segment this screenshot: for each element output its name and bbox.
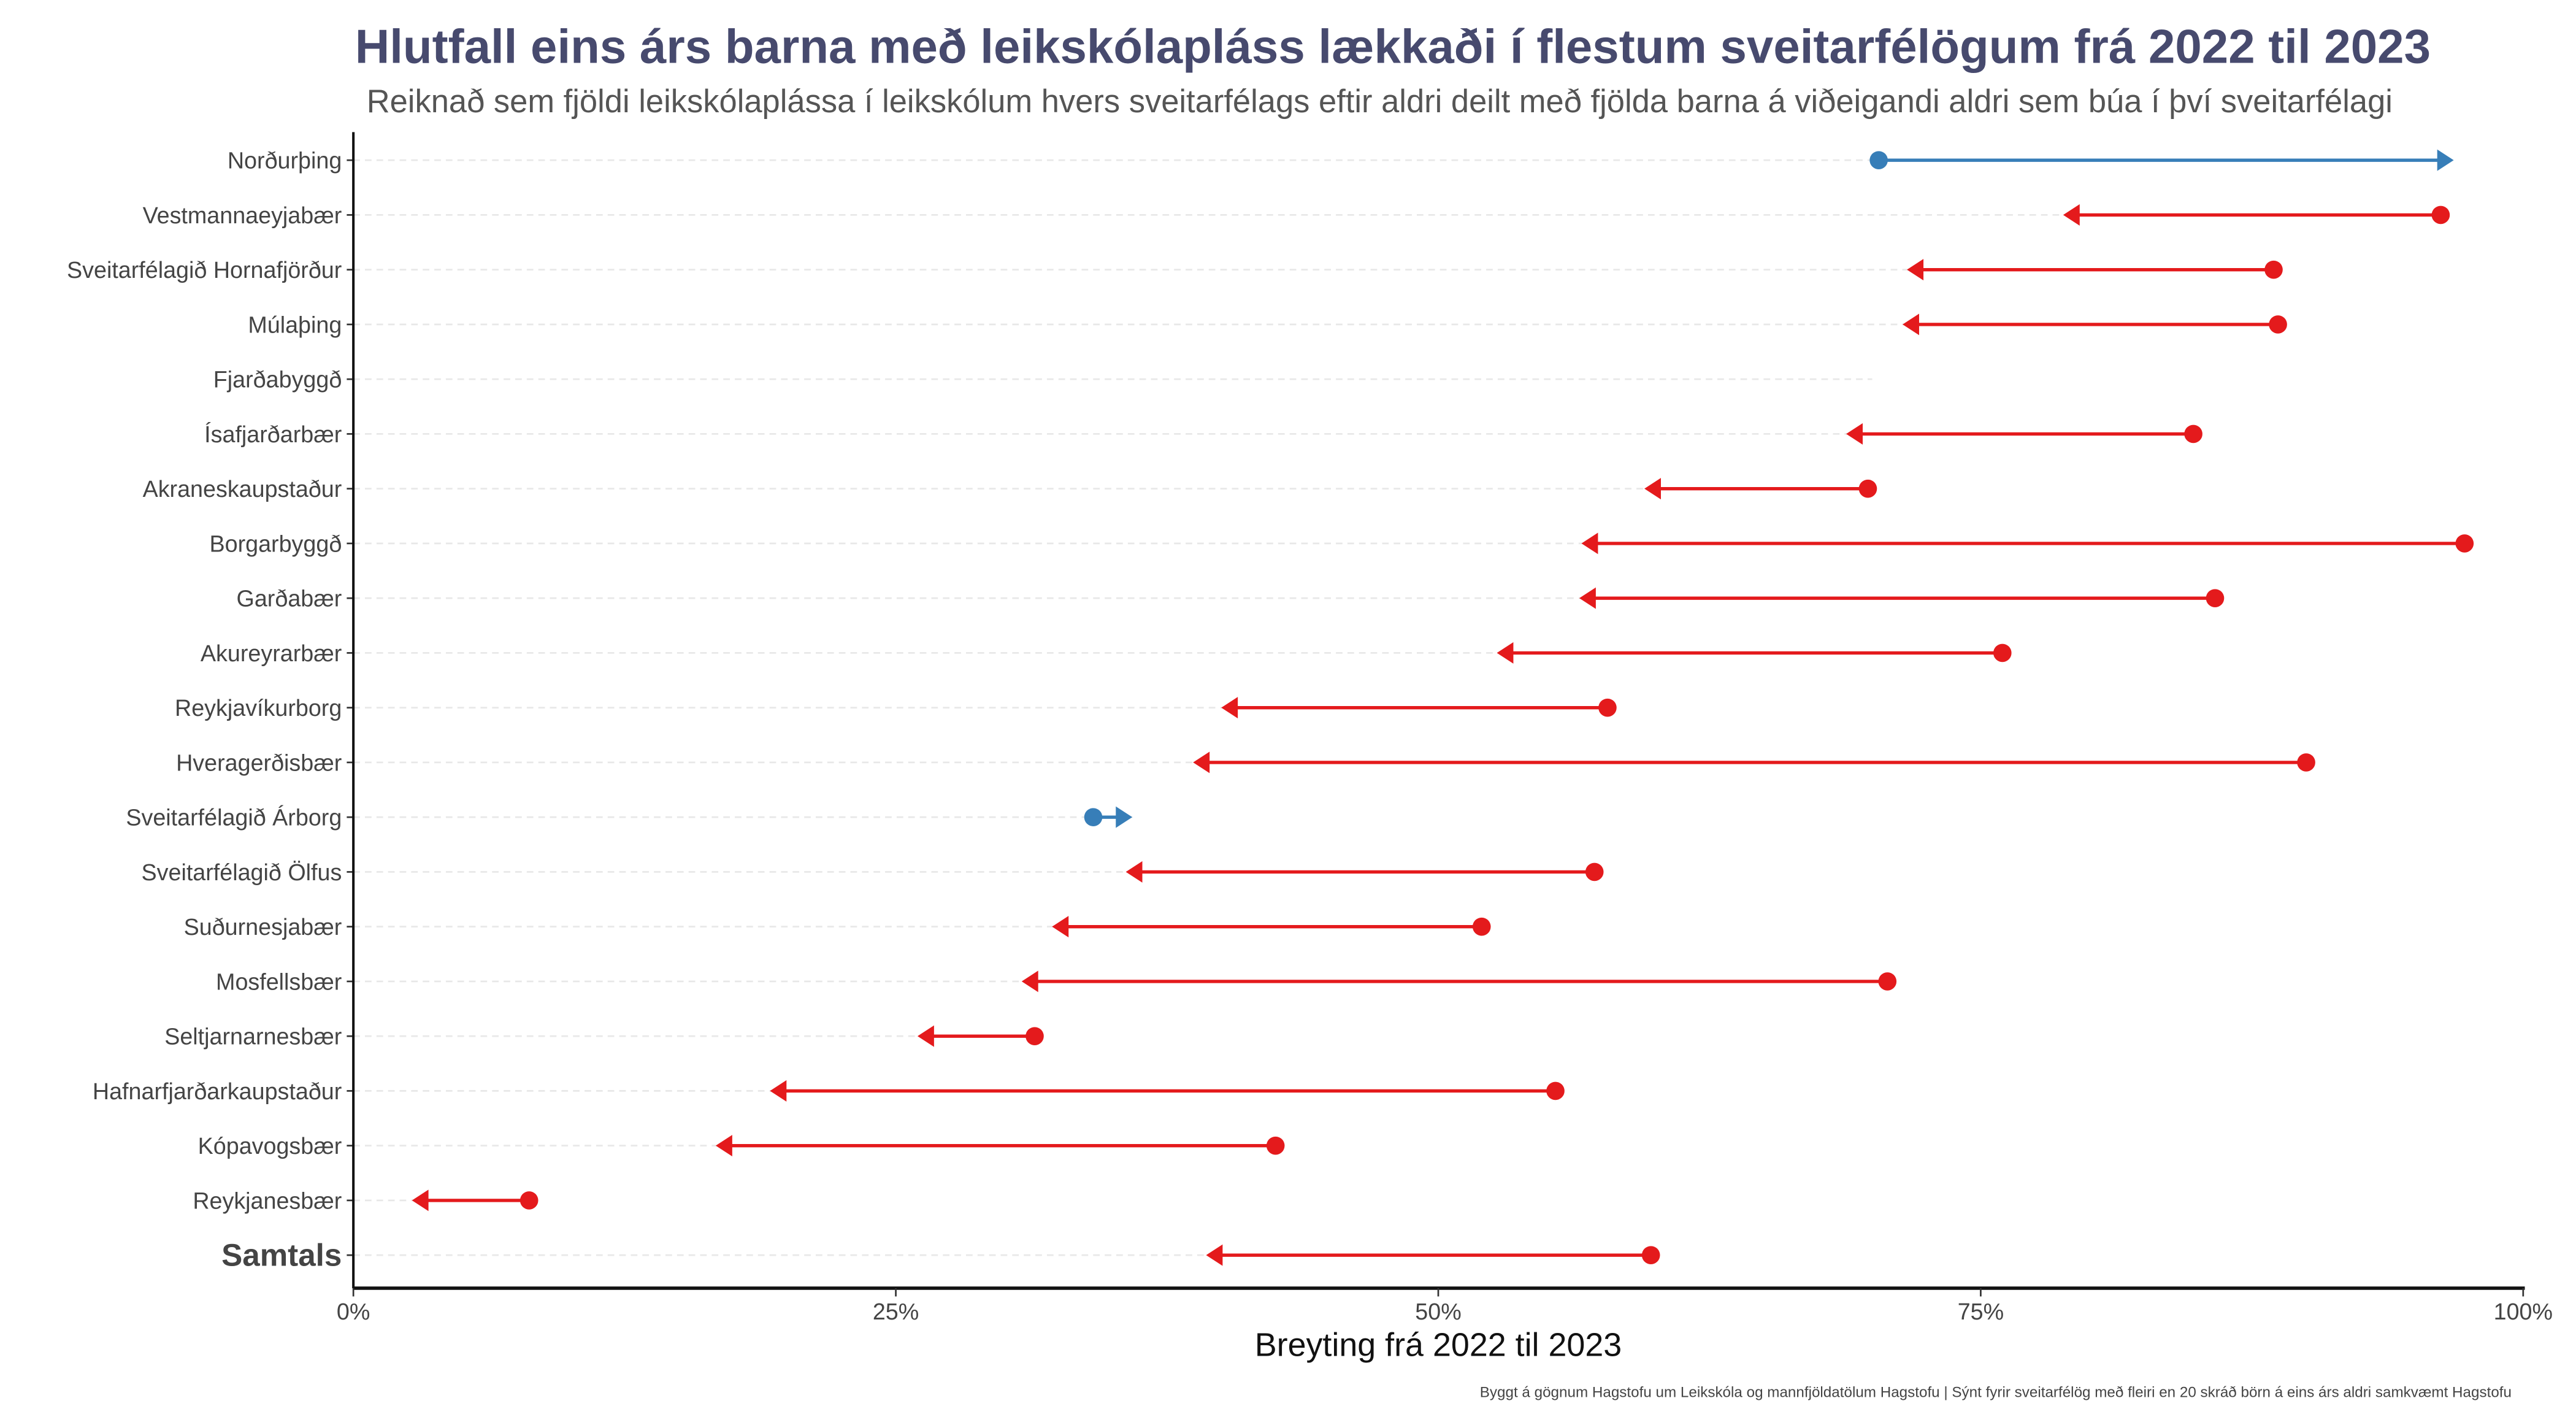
y-tick-label: Suðurnesjabær bbox=[184, 914, 342, 940]
point-2022 bbox=[1585, 862, 1604, 881]
chart-subtitle: Reiknað sem fjöldi leikskólaplássa í lei… bbox=[367, 83, 2393, 120]
y-tick-label: Fjarðabyggð bbox=[213, 367, 342, 393]
arrowhead-2023 bbox=[2437, 149, 2454, 171]
x-tick-label: 100% bbox=[2494, 1299, 2553, 1324]
caption: Byggt á gögnum Hagstofu um Leikskóla og … bbox=[1480, 1384, 2512, 1401]
point-2022 bbox=[2206, 589, 2225, 607]
y-tick-label: Kópavogsbær bbox=[198, 1133, 342, 1159]
y-tick-label: Vestmannaeyjabær bbox=[143, 202, 342, 228]
y-tick-label: Akraneskaupstaður bbox=[143, 476, 342, 502]
point-2022 bbox=[2184, 424, 2202, 444]
y-tick-label: Mosfellsbær bbox=[216, 969, 342, 994]
point-2022 bbox=[1472, 917, 1491, 936]
point-2022 bbox=[1878, 972, 1897, 991]
y-tick-label: Sveitarfélagið Árborg bbox=[126, 805, 342, 831]
x-tick-label: 0% bbox=[337, 1299, 370, 1324]
arrowhead-2023 bbox=[1846, 423, 1863, 445]
y-tick-label: Akureyrarbær bbox=[201, 640, 342, 666]
point-2022 bbox=[1641, 1246, 1660, 1264]
arrowhead-2023 bbox=[715, 1135, 732, 1157]
y-axis-labels: Norðurþing Vestmannaeyjabær Sveitarfélagið… bbox=[67, 148, 342, 1273]
y-tick-label: Garðabær bbox=[237, 586, 342, 612]
point-2022 bbox=[1993, 643, 2012, 662]
y-tick-label: Reykjanesbær bbox=[193, 1188, 342, 1213]
arrowhead-2023 bbox=[1907, 259, 1924, 281]
arrowhead-2023 bbox=[1644, 478, 1662, 500]
point-2022 bbox=[2455, 534, 2474, 553]
arrowhead-2023 bbox=[1903, 313, 1919, 336]
y-tick-label: Reykjavíkurborg bbox=[175, 695, 342, 721]
arrowhead-2023 bbox=[1579, 587, 1596, 609]
y-tick-label: Sveitarfélagið Ölfus bbox=[142, 859, 342, 885]
point-2022 bbox=[2264, 260, 2283, 279]
arrowhead-2023 bbox=[1221, 697, 1238, 719]
y-tick-label: Sveitarfélagið Hornafjörður bbox=[67, 257, 342, 283]
y-tick-label: Samtals bbox=[221, 1238, 342, 1273]
point-2022 bbox=[2297, 753, 2315, 772]
data-marks bbox=[412, 149, 2474, 1266]
arrowhead-2023 bbox=[1193, 751, 1210, 774]
y-tick-label: Borgarbyggð bbox=[209, 531, 342, 556]
arrowhead-2023 bbox=[1581, 532, 1598, 555]
y-tick-label: Hveragerðisbær bbox=[176, 750, 342, 775]
point-2022 bbox=[2431, 205, 2450, 225]
point-2022 bbox=[1084, 808, 1103, 826]
x-axis-ticks: 0% 25% 50% 75% 100% bbox=[337, 1288, 2553, 1324]
arrowhead-2023 bbox=[1125, 861, 1143, 883]
y-tick-label: Hafnarfjarðarkaupstaður bbox=[93, 1078, 342, 1104]
point-2022 bbox=[1858, 479, 1877, 498]
x-tick-label: 75% bbox=[1958, 1299, 2004, 1324]
arrowhead-2023 bbox=[2063, 204, 2080, 226]
y-tick-label: Seltjarnarnesbær bbox=[164, 1024, 342, 1050]
x-tick-label: 50% bbox=[1415, 1299, 1461, 1324]
point-2022 bbox=[1598, 698, 1617, 717]
arrowhead-2023 bbox=[1052, 916, 1069, 938]
point-2022 bbox=[2269, 315, 2287, 334]
x-axis-label: Breyting frá 2022 til 2023 bbox=[1255, 1326, 1622, 1363]
chart-title: Hlutfall eins árs barna með leikskólaplá… bbox=[355, 19, 2431, 73]
arrowhead-2023 bbox=[917, 1025, 934, 1047]
point-2022 bbox=[1869, 151, 1888, 169]
y-tick-label: Ísafjarðarbær bbox=[204, 421, 342, 447]
point-2022 bbox=[519, 1191, 539, 1210]
arrowhead-2023 bbox=[412, 1189, 429, 1212]
point-2022 bbox=[1546, 1081, 1565, 1100]
arrowhead-2023 bbox=[1206, 1244, 1223, 1266]
point-2022 bbox=[1266, 1136, 1285, 1155]
arrowhead-2023 bbox=[1497, 642, 1514, 664]
x-tick-label: 25% bbox=[873, 1299, 919, 1324]
point-2022 bbox=[1025, 1027, 1044, 1045]
y-tick-label: Norðurþing bbox=[228, 148, 342, 174]
arrowhead-2023 bbox=[1116, 806, 1133, 828]
arrowhead-2023 bbox=[770, 1080, 787, 1102]
y-tick-label: Múlaþing bbox=[248, 312, 342, 337]
arrowhead-2023 bbox=[1021, 970, 1038, 993]
